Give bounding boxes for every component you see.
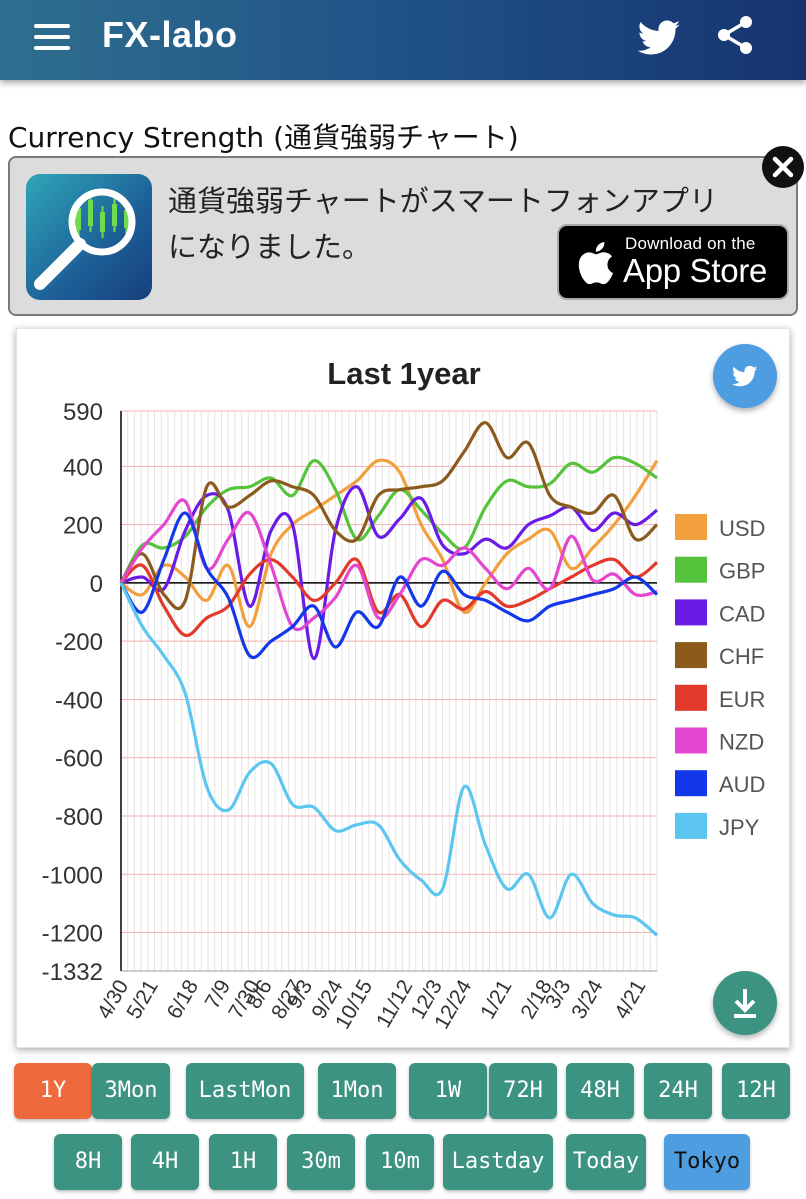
legend-swatch-aud — [675, 770, 707, 797]
timeframe-button-4h[interactable]: 4H — [131, 1134, 199, 1190]
timeframe-button-12h[interactable]: 12H — [722, 1063, 790, 1119]
chart-twitter-share-button[interactable] — [713, 344, 777, 408]
legend-swatch-jpy — [675, 812, 707, 839]
timeframe-button-1w[interactable]: 1W — [409, 1063, 487, 1119]
twitter-bird-icon — [732, 365, 758, 387]
legend-label-eur: EUR — [719, 687, 765, 712]
legend-swatch-eur — [675, 684, 707, 711]
legend-label-nzd: NZD — [719, 730, 764, 755]
y-tick-label: -800 — [55, 804, 103, 831]
timeframe-button-lastmon[interactable]: LastMon — [186, 1063, 304, 1119]
series-line-gbp — [119, 455, 658, 584]
legend-label-aud: AUD — [719, 772, 765, 797]
banner-line-2: になりました。 — [168, 230, 372, 264]
app-title: FX-labo — [102, 14, 238, 55]
app-logo-icon[interactable] — [26, 174, 152, 300]
series-line-usd — [120, 458, 659, 629]
legend-label-cad: CAD — [719, 601, 765, 626]
legend-label-usd: USD — [719, 516, 765, 541]
timeframe-button-72h[interactable]: 72H — [489, 1063, 557, 1119]
y-tick-label: 590 — [63, 399, 103, 426]
y-tick-label: -1000 — [42, 862, 103, 889]
chart-download-button[interactable] — [713, 971, 777, 1035]
y-tick-label: 0 — [90, 571, 103, 598]
y-tick-label: -600 — [55, 746, 103, 773]
series-line-chf — [119, 421, 659, 611]
hamburger-menu-icon[interactable] — [34, 22, 74, 52]
banner-message: 通貨強弱チャートがスマートフォンアプリ になりました。 — [168, 178, 768, 270]
banner-line-1: 通貨強弱チャートがスマートフォンアプリ — [168, 184, 718, 218]
timeframe-button-tokyo[interactable]: Tokyo — [664, 1134, 750, 1190]
timeframe-button-30m[interactable]: 30m — [287, 1134, 355, 1190]
currency-strength-chart: Last 1year 590 400 200 0 -200 -400 -600 -800 -100… — [42, 356, 766, 1033]
legend-label-chf: CHF — [719, 644, 764, 669]
app-store-badge-button[interactable]: Download on the App Store — [557, 224, 789, 300]
app-header: FX-labo — [0, 0, 806, 80]
app-promo-banner: 通貨強弱チャートがスマートフォンアプリ になりました。 Download on … — [8, 156, 798, 316]
timeframe-button-lastday[interactable]: Lastday — [443, 1134, 553, 1190]
legend-label-gbp: GBP — [719, 559, 765, 584]
timeframe-button-1y[interactable]: 1Y — [14, 1063, 92, 1119]
y-tick-label: 200 — [63, 513, 103, 540]
series-line-aud — [119, 511, 659, 660]
timeframe-row-1: 1Y 3Mon LastMon 1Mon 1W 72H 48H 24H 12H — [0, 1063, 806, 1119]
timeframe-button-1mon[interactable]: 1Mon — [318, 1063, 396, 1119]
timeframe-button-48h[interactable]: 48H — [566, 1063, 634, 1119]
app-store-small-label: Download on the — [625, 234, 756, 253]
apple-logo-icon — [578, 242, 614, 285]
timeframe-button-24h[interactable]: 24H — [644, 1063, 712, 1119]
timeframe-button-3mon[interactable]: 3Mon — [92, 1063, 170, 1119]
x-tick-label: 3/24 — [567, 976, 608, 1023]
x-tick-label: 6/18 — [163, 976, 203, 1023]
y-tick-label: -200 — [55, 629, 103, 656]
currency-strength-chart-card: Last 1year 590 400 200 0 -200 -400 -600 -800 -100… — [16, 328, 790, 1048]
x-tick-label: 4/21 — [610, 976, 650, 1023]
y-tick-label: -400 — [55, 687, 103, 714]
timeframe-row-2: 8H 4H 1H 30m 10m Lastday Today Tokyo — [0, 1134, 806, 1190]
page-title: Currency Strength (通貨強弱チャート) — [8, 121, 519, 154]
legend-swatch-usd — [675, 514, 707, 540]
app-store-label: App Store — [623, 252, 768, 289]
legend-swatch-cad — [675, 599, 707, 626]
x-tick-label: 1/21 — [476, 976, 516, 1023]
y-tick-label: -1332 — [42, 959, 103, 986]
legend-swatch-nzd — [675, 727, 707, 754]
x-tick-label: 5/21 — [122, 976, 162, 1023]
timeframe-button-1h[interactable]: 1H — [209, 1134, 277, 1190]
y-tick-label: -1200 — [42, 921, 103, 948]
legend-label-jpy: JPY — [719, 815, 760, 840]
close-icon[interactable] — [762, 146, 804, 188]
legend-swatch-chf — [675, 642, 707, 669]
twitter-bird-icon[interactable] — [636, 14, 682, 60]
timeframe-button-today[interactable]: Today — [566, 1134, 646, 1190]
legend-swatch-gbp — [675, 556, 707, 583]
download-icon — [734, 989, 756, 1018]
series-line-jpy — [119, 582, 659, 937]
y-tick-label: 400 — [63, 454, 103, 481]
timeframe-button-8h[interactable]: 8H — [54, 1134, 122, 1190]
series-line-cad — [120, 485, 658, 661]
chart-title: Last 1year — [327, 356, 480, 391]
share-icon[interactable] — [712, 12, 758, 58]
timeframe-button-10m[interactable]: 10m — [366, 1134, 434, 1190]
